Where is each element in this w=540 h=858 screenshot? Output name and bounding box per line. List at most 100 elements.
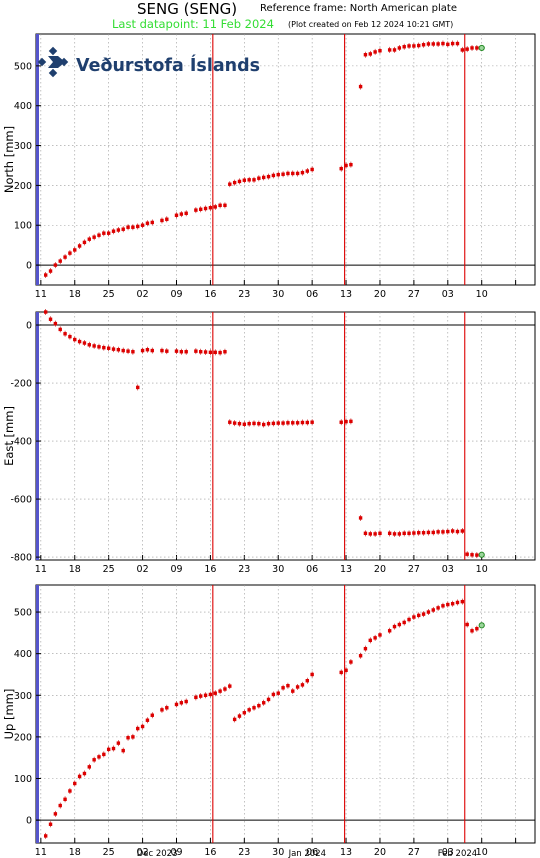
data-point bbox=[218, 689, 222, 693]
data-point bbox=[145, 348, 150, 352]
data-point bbox=[140, 223, 145, 227]
data-point bbox=[252, 421, 256, 426]
data-point bbox=[111, 746, 116, 751]
data-point bbox=[431, 608, 435, 612]
month-label: Feb 2024 bbox=[438, 849, 477, 858]
data-point bbox=[223, 350, 227, 354]
x-tick-label: 25 bbox=[103, 289, 115, 300]
data-point bbox=[358, 516, 363, 520]
data-point bbox=[455, 600, 460, 605]
x-tick-label: 13 bbox=[340, 847, 352, 858]
data-point bbox=[402, 45, 406, 49]
data-point bbox=[232, 421, 237, 425]
x-tick-label: 27 bbox=[408, 564, 420, 575]
x-tick-label: 16 bbox=[204, 289, 216, 300]
data-point bbox=[407, 531, 411, 536]
x-tick-label: 06 bbox=[306, 564, 318, 575]
data-point bbox=[257, 176, 261, 180]
data-point bbox=[373, 532, 377, 536]
y-tick-label: -200 bbox=[10, 379, 32, 390]
data-point bbox=[218, 350, 222, 355]
x-tick-label: 13 bbox=[340, 564, 352, 575]
y-tick-label: 100 bbox=[14, 221, 32, 232]
x-tick-label: 06 bbox=[306, 847, 318, 858]
data-point bbox=[310, 167, 314, 172]
data-point bbox=[48, 269, 53, 273]
data-point bbox=[131, 350, 135, 354]
data-point bbox=[82, 771, 87, 776]
data-point bbox=[63, 255, 67, 259]
logo-text: Veðurstofa Íslands bbox=[76, 54, 260, 76]
data-point bbox=[252, 706, 256, 710]
x-tick-label: 25 bbox=[103, 564, 115, 575]
data-point bbox=[199, 694, 203, 698]
data-point bbox=[126, 349, 130, 353]
data-point bbox=[106, 231, 111, 235]
data-point bbox=[276, 172, 280, 177]
y-axis-label: North [mm] bbox=[2, 126, 16, 193]
data-point bbox=[145, 718, 150, 722]
data-point bbox=[475, 46, 479, 50]
panel-east: 11 18 25 02 09 16 23 30 06 13 20 27 03 10 -800 -600 -400… bbox=[2, 309, 536, 575]
data-point bbox=[392, 532, 397, 536]
panel-up: 11 18 25 02 09 16 23 30 06 13 20 27 03 10010020030040… bbox=[2, 584, 536, 858]
plot-created: (Plot created on Feb 12 2024 10:21 GMT) bbox=[288, 20, 454, 29]
data-point bbox=[421, 531, 426, 535]
logo: Veðurstofa Íslands bbox=[37, 46, 260, 78]
data-point bbox=[140, 724, 145, 729]
data-point bbox=[165, 706, 169, 710]
data-point bbox=[165, 217, 169, 221]
data-point bbox=[339, 166, 343, 171]
data-point bbox=[291, 689, 295, 693]
y-tick-label: -400 bbox=[10, 437, 32, 448]
data-point bbox=[358, 84, 363, 89]
data-point bbox=[349, 162, 353, 167]
x-tick-label: 25 bbox=[103, 847, 115, 858]
data-point bbox=[87, 343, 91, 347]
data-point bbox=[68, 334, 72, 339]
data-point bbox=[276, 421, 280, 425]
data-point bbox=[218, 203, 222, 208]
x-tick-label: 03 bbox=[442, 289, 454, 300]
data-point bbox=[102, 752, 106, 757]
data-point bbox=[252, 178, 256, 182]
data-point bbox=[417, 43, 421, 48]
data-point bbox=[441, 41, 445, 46]
data-point bbox=[208, 350, 213, 355]
y-tick-label: 0 bbox=[26, 321, 32, 332]
data-point bbox=[286, 171, 290, 176]
data-point bbox=[228, 182, 232, 186]
data-point bbox=[92, 235, 96, 239]
data-point bbox=[412, 615, 416, 619]
data-point bbox=[271, 421, 276, 426]
data-point bbox=[470, 553, 474, 557]
data-point bbox=[97, 233, 101, 237]
data-point bbox=[397, 622, 402, 627]
data-point bbox=[237, 421, 242, 426]
data-point bbox=[48, 822, 53, 826]
data-point bbox=[450, 41, 455, 46]
data-point bbox=[349, 419, 353, 424]
data-point bbox=[184, 211, 188, 215]
data-point bbox=[131, 735, 135, 739]
data-point bbox=[271, 692, 276, 697]
data-point bbox=[368, 638, 372, 643]
data-point bbox=[116, 741, 121, 745]
data-point bbox=[58, 327, 62, 332]
data-point bbox=[136, 726, 140, 731]
data-point bbox=[203, 206, 208, 211]
data-point bbox=[460, 599, 465, 604]
data-point bbox=[247, 178, 251, 182]
data-point bbox=[184, 350, 188, 354]
data-point bbox=[228, 684, 232, 688]
data-point bbox=[373, 636, 377, 640]
data-point bbox=[174, 213, 179, 217]
x-tick-label: 10 bbox=[476, 564, 488, 575]
data-point bbox=[121, 227, 125, 231]
data-point bbox=[77, 339, 82, 344]
data-point bbox=[87, 765, 91, 769]
x-tick-label: 27 bbox=[408, 289, 420, 300]
x-tick-label: 16 bbox=[204, 847, 216, 858]
y-axis-label: Up [mm] bbox=[2, 689, 16, 740]
data-point bbox=[407, 44, 411, 48]
